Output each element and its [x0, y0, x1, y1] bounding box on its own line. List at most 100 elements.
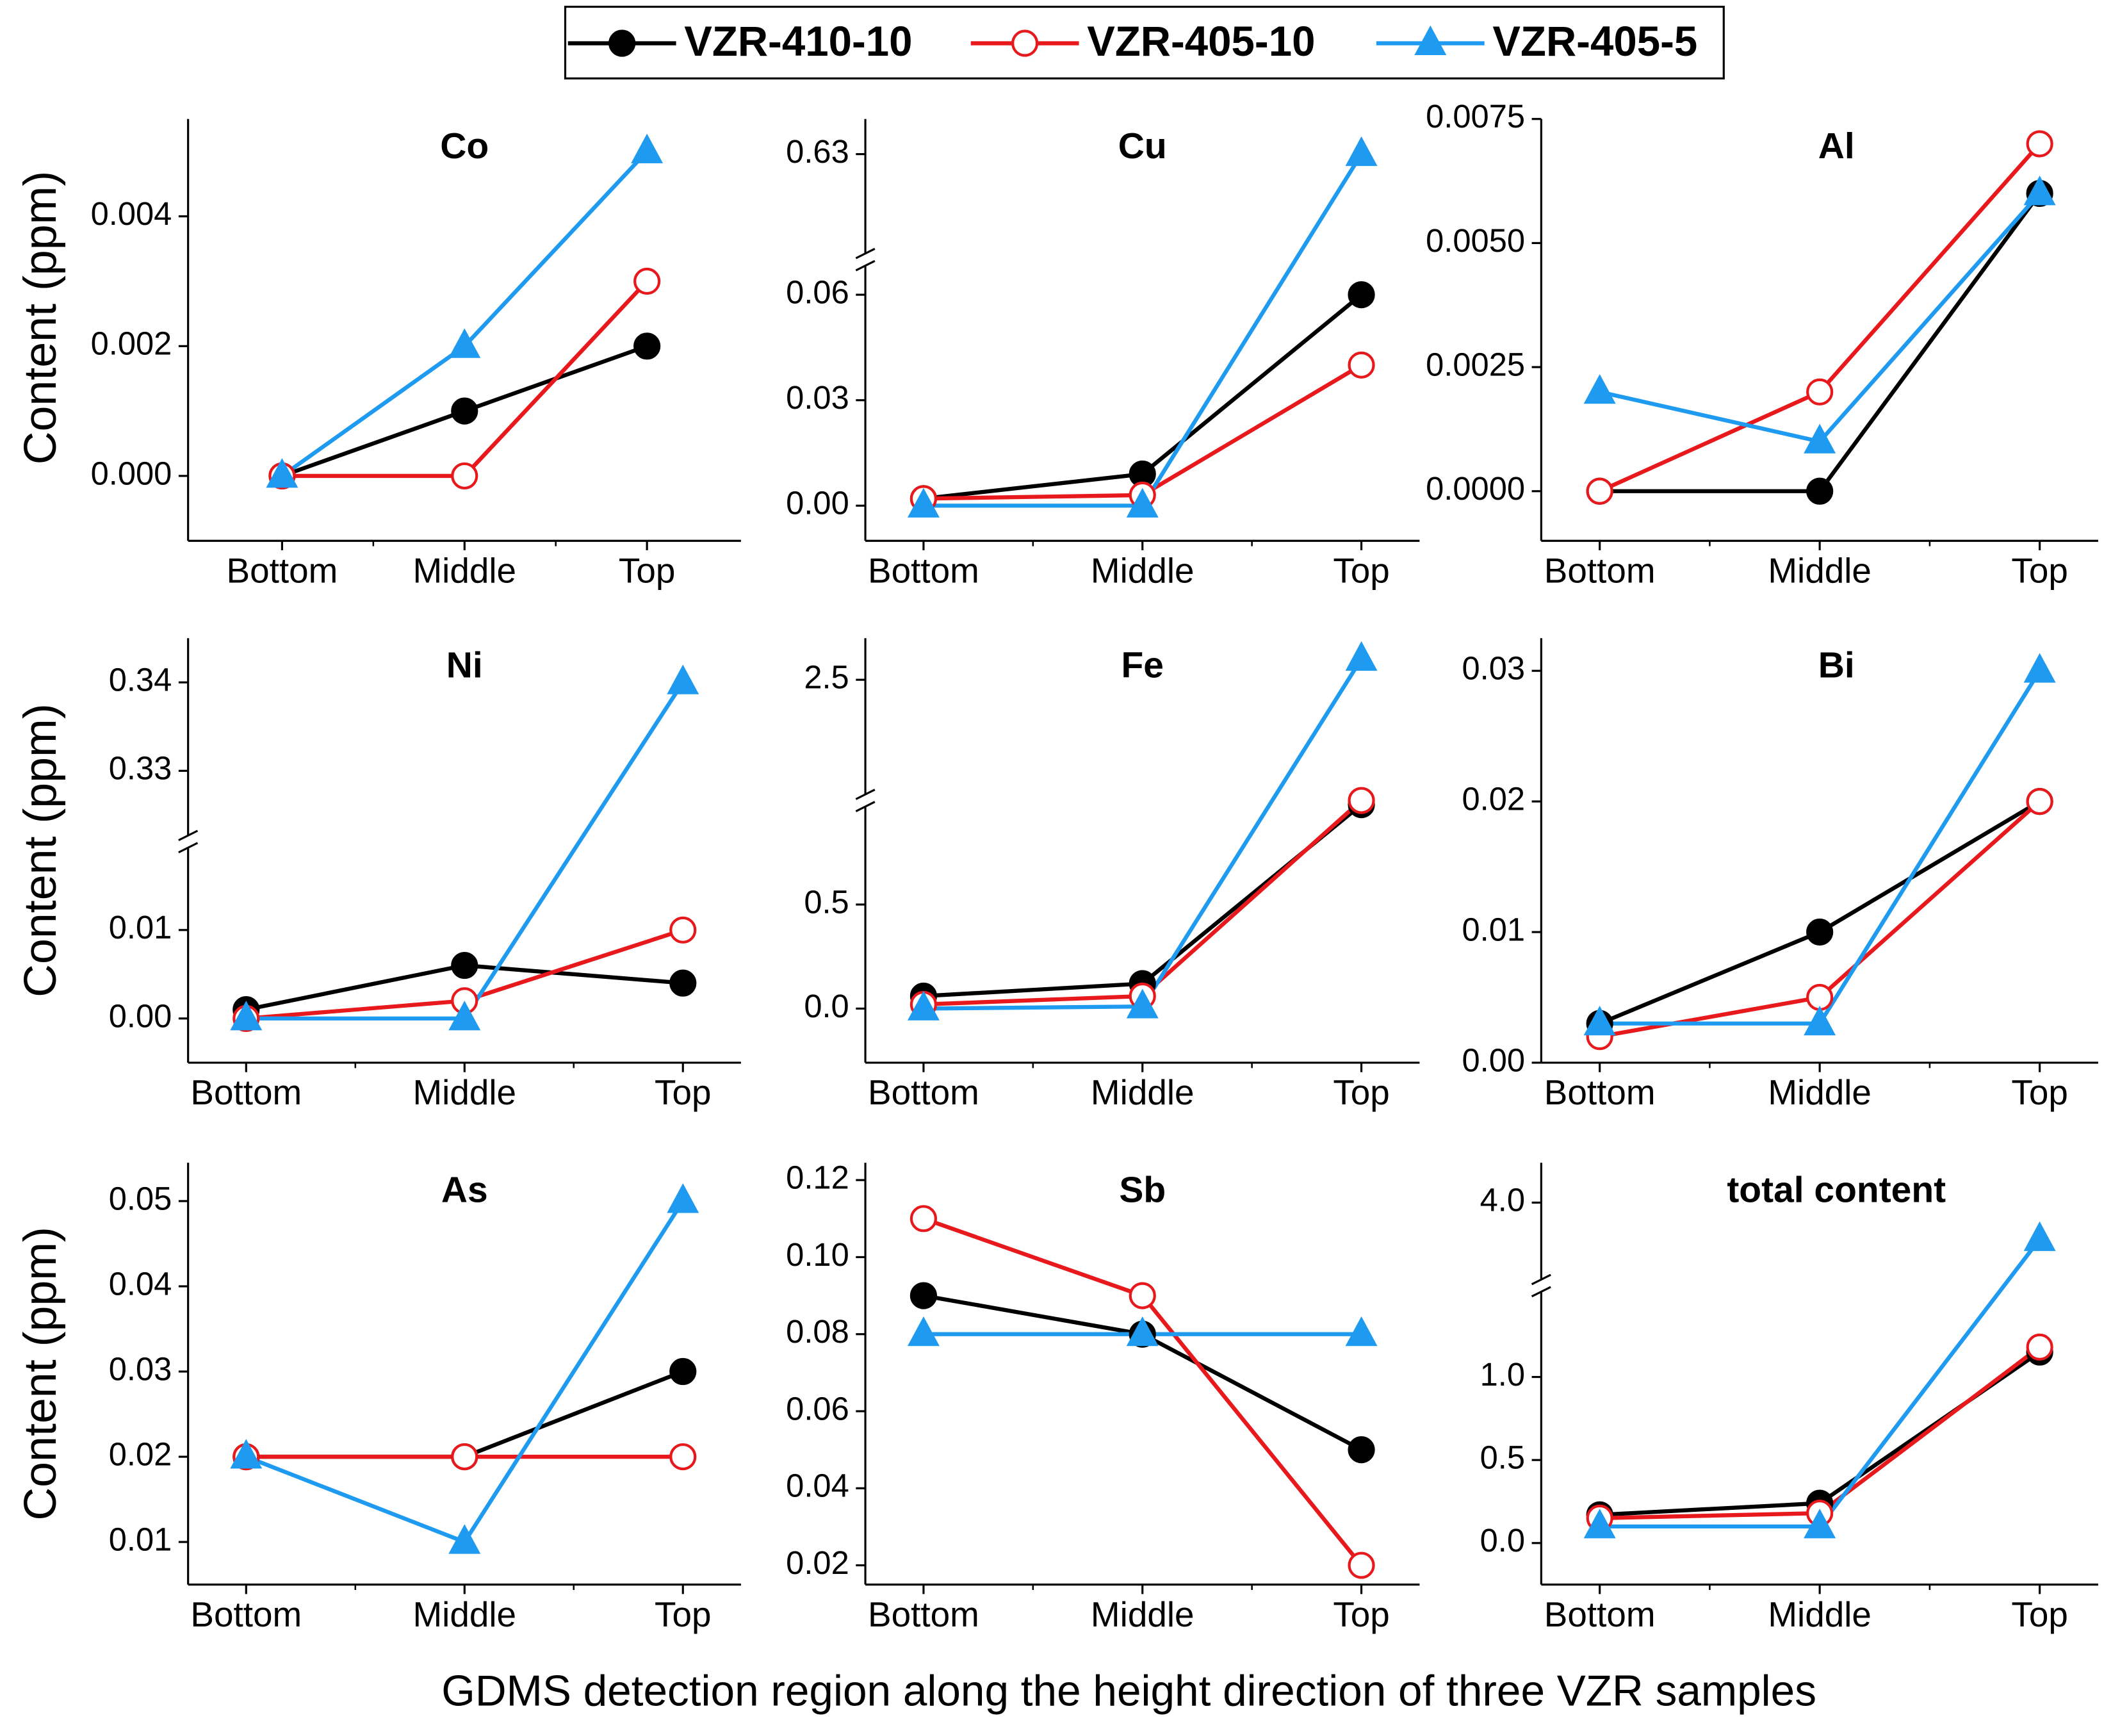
y-tick-label: 0.004 [91, 195, 172, 232]
axis-break-mark [1531, 1273, 1551, 1286]
axis-break-mark [855, 789, 876, 800]
y-axis-label: Content (ppm) [15, 171, 66, 465]
axis-break-mark [178, 842, 199, 854]
data-point [669, 1443, 697, 1471]
data-point [266, 458, 298, 488]
x-tick-label: Top [619, 550, 675, 590]
chart-title: As [441, 1170, 488, 1211]
y-tick-label: 0.34 [109, 662, 172, 698]
data-point [1348, 351, 1375, 379]
axis-break-mark [855, 801, 876, 812]
chart-title: Ni [446, 645, 483, 686]
y-tick-label: 0.0025 [1426, 346, 1525, 382]
y-tick-label: 0.06 [786, 274, 849, 310]
y-tick-label: 0.02 [109, 1436, 172, 1472]
data-point [448, 328, 481, 358]
x-tick-label: Middle [412, 1072, 516, 1112]
y-tick-label: 0.00 [1462, 1042, 1525, 1078]
y-tick-label: 0.0 [1480, 1522, 1525, 1559]
series-line [282, 279, 649, 479]
legend-marker [1414, 25, 1447, 56]
data-point [907, 1316, 940, 1347]
data-point [633, 267, 661, 295]
data-point [1345, 641, 1378, 671]
data-point [451, 951, 478, 979]
data-point [1583, 1005, 1616, 1036]
data-point [1806, 477, 1834, 505]
x-tick-label: Middle [1768, 1594, 1871, 1634]
y-tick-label: 0.5 [1480, 1439, 1525, 1476]
data-point [909, 1282, 938, 1309]
axis-break-gap [854, 794, 876, 808]
data-point [1126, 988, 1159, 1019]
x-tick-label: Bottom [1544, 1072, 1656, 1112]
y-tick-label: 0.33 [109, 750, 172, 787]
x-axis-label: GDMS detection region along the height d… [441, 1667, 1816, 1715]
x-tick-label: Middle [1768, 1072, 1871, 1112]
data-point [451, 462, 478, 490]
y-tick-label: 0.12 [786, 1159, 849, 1196]
data-point [2023, 176, 2056, 206]
series-line [245, 1200, 685, 1544]
x-tick-label: Middle [1091, 1594, 1195, 1634]
x-tick-label: Top [2011, 1072, 2067, 1112]
y-tick-label: 0.0 [804, 988, 849, 1024]
x-tick-label: Middle [1091, 1072, 1195, 1112]
data-point [1804, 1005, 1836, 1036]
data-point [2026, 787, 2053, 815]
data-point [907, 487, 940, 518]
x-tick-label: Top [655, 1072, 711, 1112]
y-tick-label: 0.04 [109, 1265, 172, 1302]
data-point [1348, 1552, 1375, 1579]
data-point [1348, 787, 1375, 814]
y-tick-label: 0.63 [786, 133, 849, 170]
data-point [2026, 130, 2053, 158]
y-tick-label: 1.0 [1480, 1356, 1525, 1393]
x-tick-label: Bottom [190, 1594, 302, 1634]
y-tick-label: 0.0000 [1426, 470, 1525, 507]
x-tick-label: Top [1333, 1072, 1389, 1112]
x-tick-label: Middle [412, 550, 516, 590]
x-tick-label: Bottom [868, 550, 979, 590]
data-point [1126, 487, 1159, 518]
x-tick-label: Middle [412, 1594, 516, 1634]
y-tick-label: 0.00 [786, 485, 849, 521]
y-tick-label: 0.03 [786, 379, 849, 416]
data-point [1586, 477, 1613, 505]
axis-break-mark [1531, 1286, 1551, 1298]
data-point [667, 664, 699, 694]
series-line [1599, 669, 2042, 1026]
y-tick-label: 0.05 [109, 1180, 172, 1216]
data-point [631, 133, 664, 163]
axis-break-mark [178, 830, 199, 842]
legend-marker [1011, 29, 1039, 57]
legend-label: VZR-405-5 [1492, 18, 1697, 65]
axis-break-gap [177, 835, 199, 849]
chart-title: Co [440, 126, 489, 167]
data-point [451, 397, 478, 425]
legend-box [564, 5, 1725, 79]
y-tick-label: 4.0 [1480, 1182, 1525, 1218]
axis-break-gap [1530, 1279, 1553, 1293]
chart-title: Bi [1818, 645, 1855, 686]
series-line [923, 657, 1364, 1011]
y-tick-label: 0.03 [1462, 650, 1525, 687]
data-point [1806, 918, 1834, 946]
series-line [922, 1216, 1364, 1567]
y-tick-label: 0.5 [804, 883, 849, 920]
data-point [633, 332, 661, 360]
y-tick-label: 0.02 [1462, 780, 1525, 817]
chart-title: total content [1727, 1170, 1946, 1211]
legend-label: VZR-410-10 [684, 18, 912, 65]
y-tick-label: 0.01 [1462, 911, 1525, 947]
data-point [669, 916, 697, 944]
legend-label: VZR-405-10 [1087, 18, 1315, 65]
chart-title: Fe [1121, 645, 1164, 686]
data-point [448, 1001, 481, 1031]
data-point [1345, 1316, 1378, 1347]
y-tick-label: 0.01 [109, 909, 172, 946]
x-tick-label: Bottom [1544, 550, 1656, 590]
y-tick-label: 0.02 [786, 1544, 849, 1581]
series-line [281, 150, 649, 478]
